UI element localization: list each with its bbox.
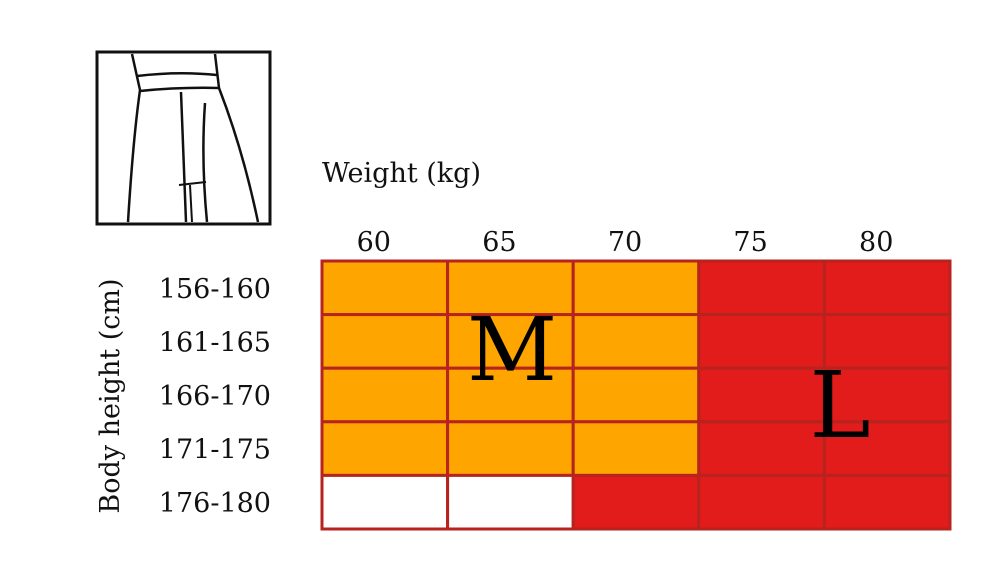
size-labels: ML xyxy=(467,298,871,459)
x-tick-label: 65 xyxy=(482,227,516,258)
heatmap-cell xyxy=(320,420,450,477)
heatmap-cell xyxy=(697,420,826,477)
y-tick-label: 156-160 xyxy=(159,274,271,305)
heatmap-cell xyxy=(697,366,826,424)
y-tick-label: 161-165 xyxy=(159,327,271,358)
heatmap-cell xyxy=(697,473,826,531)
heatmap-cell xyxy=(446,473,575,531)
heatmap-cell xyxy=(571,473,701,531)
heatmap-cell xyxy=(697,259,826,317)
x-tick-label: 80 xyxy=(859,227,893,258)
heatmap-cell xyxy=(320,366,450,424)
heatmap-cell xyxy=(446,420,575,477)
heatmap-cell xyxy=(822,313,952,370)
heatmap-cell xyxy=(320,259,450,317)
heatmap-cell xyxy=(822,473,952,531)
size-label-l: L xyxy=(809,352,870,459)
y-tick-labels: 156-160 161-165 166-170 171-175 176-180 xyxy=(159,274,271,519)
x-axis-title: Weight (kg) xyxy=(322,158,481,189)
heatmap-cell xyxy=(320,473,450,531)
heatmap-cell xyxy=(571,313,701,370)
y-tick-label: 166-170 xyxy=(159,381,271,412)
heatmap-cell xyxy=(571,259,701,317)
x-tick-labels: 60 65 70 75 80 xyxy=(357,227,894,258)
x-tick-label: 60 xyxy=(357,227,391,258)
heatmap-cell xyxy=(697,313,826,370)
size-label-m: M xyxy=(467,298,557,401)
x-tick-label: 70 xyxy=(608,227,642,258)
heatmap-cell xyxy=(822,420,952,477)
heatmap-cells xyxy=(320,259,952,531)
y-tick-label: 171-175 xyxy=(159,435,271,466)
x-tick-label: 75 xyxy=(733,227,767,258)
heatmap-cell xyxy=(571,366,701,424)
heatmap-cell xyxy=(320,313,450,370)
heatmap-cell xyxy=(822,259,952,317)
heatmap-cell xyxy=(446,313,575,370)
y-tick-label: 176-180 xyxy=(159,488,271,519)
heatmap-cell xyxy=(571,420,701,477)
pants-icon xyxy=(95,50,272,226)
y-axis-title: Body height (cm) xyxy=(95,278,126,513)
heatmap-cell xyxy=(822,366,952,424)
